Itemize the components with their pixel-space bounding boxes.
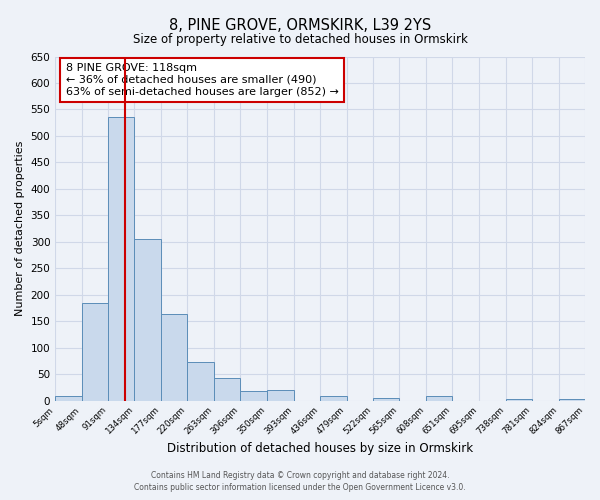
Text: 8, PINE GROVE, ORMSKIRK, L39 2YS: 8, PINE GROVE, ORMSKIRK, L39 2YS: [169, 18, 431, 32]
Bar: [426, 396, 452, 400]
Bar: [134, 239, 161, 400]
Bar: [161, 314, 187, 400]
Text: Size of property relative to detached houses in Ormskirk: Size of property relative to detached ho…: [133, 32, 467, 46]
Bar: [320, 396, 347, 400]
Text: Contains HM Land Registry data © Crown copyright and database right 2024.
Contai: Contains HM Land Registry data © Crown c…: [134, 471, 466, 492]
Bar: [240, 390, 267, 400]
Bar: [559, 399, 585, 400]
Bar: [82, 302, 108, 400]
Bar: [373, 398, 400, 400]
Y-axis label: Number of detached properties: Number of detached properties: [15, 141, 25, 316]
Bar: [108, 118, 134, 401]
Bar: [267, 390, 293, 400]
Bar: [55, 396, 82, 400]
Bar: [187, 362, 214, 401]
Bar: [214, 378, 240, 400]
Bar: [506, 399, 532, 400]
X-axis label: Distribution of detached houses by size in Ormskirk: Distribution of detached houses by size …: [167, 442, 473, 455]
Text: 8 PINE GROVE: 118sqm
← 36% of detached houses are smaller (490)
63% of semi-deta: 8 PINE GROVE: 118sqm ← 36% of detached h…: [66, 64, 338, 96]
